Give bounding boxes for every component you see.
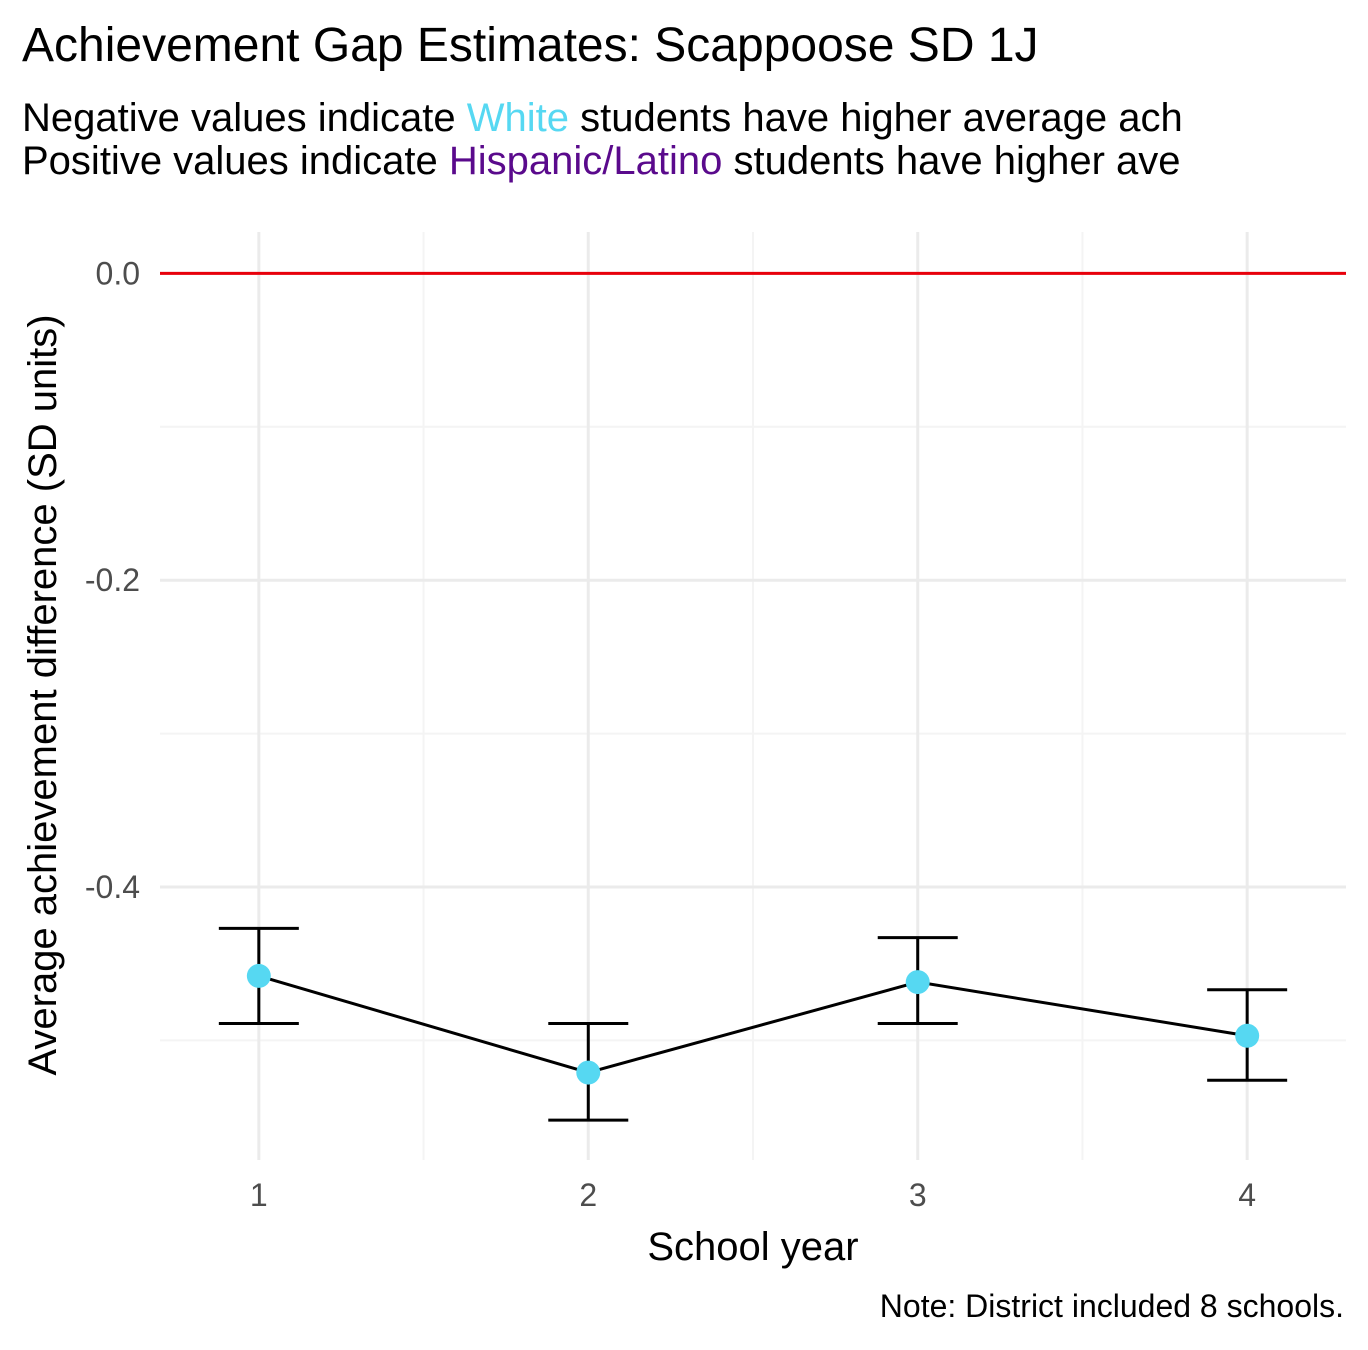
data-point — [905, 970, 930, 995]
chart-svg: 0.0 -0.2 -0.4 1 2 3 4 School year Average ach… — [21, 232, 1346, 1269]
x-tick-label: 4 — [1238, 1177, 1256, 1213]
x-tick-labels: 1 2 3 4 — [250, 1177, 1256, 1213]
series-line — [258, 974, 1248, 1075]
data-point — [576, 1060, 601, 1085]
subtitle-1-before: Negative values indicate — [22, 96, 467, 140]
grid-minor — [160, 232, 1346, 1160]
grid-major — [160, 232, 1346, 1160]
chart-title: Achievement Gap Estimates: Scappoose SD … — [22, 19, 1039, 72]
subtitle-1-after: students have higher average ach — [568, 96, 1183, 140]
subtitle-2-after: students have higher ave — [722, 139, 1181, 183]
chart-caption: Note: District included 8 schools. — [879, 1288, 1344, 1324]
x-tick-label: 3 — [909, 1177, 927, 1213]
x-axis-title: School year — [647, 1225, 858, 1269]
points-group — [246, 963, 1260, 1085]
y-tick-label: -0.2 — [85, 562, 140, 598]
data-point — [1235, 1023, 1260, 1048]
subtitle-2-before: Positive values indicate — [22, 139, 449, 183]
subtitle-1-white-highlight: White — [466, 96, 569, 140]
data-point — [246, 963, 271, 988]
x-tick-label: 1 — [250, 1177, 268, 1213]
subtitle-2-hispanic-highlight: Hispanic/Latino — [448, 139, 723, 183]
y-tick-label: -0.4 — [85, 869, 140, 905]
y-axis-title: Average achievement difference (SD units… — [21, 314, 65, 1075]
subtitle-line-1: Negative values indicate White students … — [22, 96, 1183, 140]
y-tick-label: 0.0 — [96, 255, 140, 291]
series-line-group — [258, 974, 1248, 1075]
y-tick-labels: 0.0 -0.2 -0.4 — [85, 255, 140, 905]
x-tick-label: 2 — [579, 1177, 597, 1213]
subtitle-line-2: Positive values indicate Hispanic/Latino… — [22, 139, 1181, 183]
